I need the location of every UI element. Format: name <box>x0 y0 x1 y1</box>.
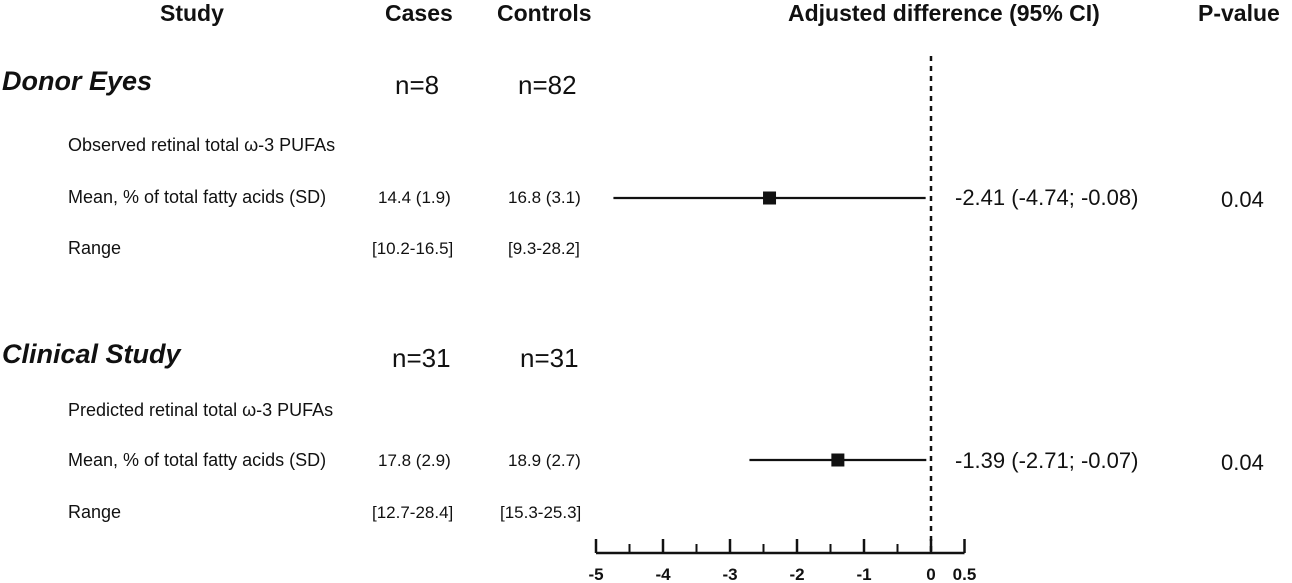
donor-controls-n: n=82 <box>518 70 577 100</box>
header-controls: Controls <box>497 0 592 26</box>
donor-p-value: 0.04 <box>1221 187 1264 212</box>
estimate-marker-donor-eyes <box>763 191 777 205</box>
donor-mean-label: Mean, % of total fatty acids (SD) <box>68 187 327 207</box>
donor-cases-n: n=8 <box>395 70 440 100</box>
donor-cases-mean: 14.4 (1.9) <box>378 188 451 207</box>
x-tick-label: -1 <box>856 565 871 583</box>
clinical-controls-n: n=31 <box>520 343 579 373</box>
donor-measure-label: Observed retinal total ω-3 PUFAs <box>68 135 336 155</box>
donor-cases-range: [10.2-16.5] <box>372 239 454 258</box>
header-cases: Cases <box>385 0 453 26</box>
header-p-value: P-value <box>1198 0 1280 26</box>
section-title-donor-eyes: Donor Eyes <box>2 66 153 96</box>
clinical-mean-label: Mean, % of total fatty acids (SD) <box>68 450 327 470</box>
x-tick-label: -2 <box>789 565 804 583</box>
x-tick-label: 0.5 <box>953 565 977 583</box>
section-title-clinical-study: Clinical Study <box>2 339 181 369</box>
clinical-measure-label: Predicted retinal total ω-3 PUFAs <box>68 400 334 420</box>
clinical-range-label: Range <box>68 502 122 522</box>
clinical-cases-mean: 17.8 (2.9) <box>378 451 451 470</box>
clinical-p-value: 0.04 <box>1221 450 1264 475</box>
header-adjusted-difference: Adjusted difference (95% CI) <box>788 0 1100 26</box>
clinical-estimate-text: -1.39 (-2.71; -0.07) <box>955 448 1139 473</box>
x-tick-label: -5 <box>588 565 603 583</box>
x-tick-label: 0 <box>926 565 935 583</box>
donor-controls-mean: 16.8 (3.1) <box>508 188 581 207</box>
clinical-cases-n: n=31 <box>392 343 451 373</box>
donor-estimate-text: -2.41 (-4.74; -0.08) <box>955 185 1139 210</box>
header-study: Study <box>160 0 224 26</box>
clinical-cases-range: [12.7-28.4] <box>372 503 454 522</box>
clinical-controls-range: [15.3-25.3] <box>500 503 582 522</box>
donor-range-label: Range <box>68 238 122 258</box>
clinical-controls-mean: 18.9 (2.7) <box>508 451 581 470</box>
estimate-marker-clinical-study <box>831 453 845 467</box>
donor-controls-range: [9.3-28.2] <box>508 239 580 258</box>
x-tick-label: -4 <box>655 565 671 583</box>
x-tick-label: -3 <box>722 565 737 583</box>
